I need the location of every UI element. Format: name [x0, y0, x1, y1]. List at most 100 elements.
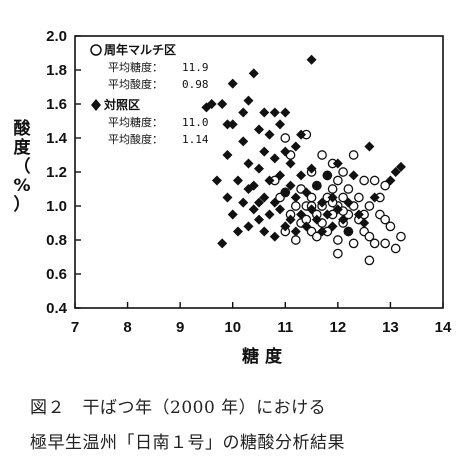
data-point-control — [306, 163, 317, 174]
y-tick-label: 1.8 — [46, 62, 67, 79]
data-point-control — [238, 136, 249, 147]
data-point-mulch — [380, 214, 391, 225]
data-point-control — [264, 129, 275, 140]
data-point-control — [348, 170, 359, 181]
data-point-control — [243, 221, 254, 232]
data-point-control — [211, 175, 222, 186]
y-tick-label: 1.6 — [46, 96, 67, 113]
data-point-control — [332, 158, 343, 169]
data-point-control — [296, 170, 307, 181]
data-point-control — [322, 170, 333, 181]
data-point-mulch — [390, 243, 401, 254]
legend-marker-filled-diamond — [91, 99, 101, 111]
data-point-control — [280, 221, 291, 232]
y-axis: 0.4 0.6 0.8 1.0 1.2 1.4 1.6 1.8 2.0 — [46, 28, 81, 317]
x-tick-label: 7 — [71, 319, 79, 336]
data-point-control — [290, 226, 301, 237]
data-point-mulch — [385, 221, 396, 232]
data-point-mulch — [290, 235, 301, 245]
figure-caption-line-2: 極早生温州「日南１号」の糖酸分析結果 — [30, 433, 345, 453]
scatter-chart: 0.4 0.6 0.8 1.0 1.2 1.4 1.6 1.8 2.0 7 8 9 10 11 12 13 1… — [13, 28, 452, 367]
y-tick-label: 0.6 — [46, 266, 67, 283]
data-point-mulch — [364, 255, 375, 266]
y-tick-label: 1.2 — [46, 164, 67, 181]
data-point-control — [390, 167, 401, 177]
data-point-control — [217, 99, 228, 109]
data-point-mulch — [333, 248, 343, 259]
data-point-control — [311, 180, 322, 191]
data-point-mulch — [396, 231, 406, 242]
data-point-control — [322, 209, 333, 220]
data-point-control — [243, 158, 254, 169]
data-point-control — [248, 68, 259, 79]
data-point-control — [269, 197, 280, 208]
data-point-control — [206, 99, 217, 109]
data-point-control — [290, 141, 301, 152]
data-point-control — [285, 214, 296, 225]
data-point-control — [259, 146, 270, 157]
data-point-mulch — [338, 192, 348, 203]
data-point-mulch — [369, 238, 380, 249]
legend-stat-control-sugar-label: 平均糖度： — [108, 115, 163, 129]
legend-marker-open-circle — [90, 44, 102, 56]
legend-stat-mulch-acid-label: 平均酸度： — [108, 77, 163, 91]
x-tick-label: 14 — [435, 319, 452, 336]
legend-stat-control-sugar-value: 11.0 — [182, 116, 209, 129]
y-axis-title: 酸度（%） — [13, 118, 31, 215]
data-point-control — [353, 209, 364, 220]
data-point-mulch — [380, 180, 391, 191]
data-point-control — [227, 119, 238, 130]
data-point-control — [259, 226, 270, 237]
data-point-control — [338, 214, 349, 225]
data-point-mulch — [327, 184, 338, 194]
data-point-mulch — [369, 175, 380, 186]
x-axis: 7 8 9 10 11 12 13 14 — [71, 302, 452, 336]
legend-entry-control: 対照区 平均糖度： 11.0 平均酸度： 1.14 — [91, 97, 209, 146]
x-tick-label: 13 — [382, 319, 399, 336]
data-point-control — [311, 214, 322, 225]
data-point-control — [254, 214, 264, 225]
data-point-control — [264, 175, 275, 186]
x-tick-label: 8 — [123, 319, 131, 336]
data-point-control — [227, 78, 238, 89]
data-point-mulch — [317, 150, 327, 160]
data-point-control — [254, 197, 264, 208]
data-point-control — [317, 197, 328, 208]
legend: 周年マルチ区 平均糖度： 11.9 平均酸度： 0.98 対照区 平均糖度： 1… — [90, 42, 209, 146]
data-point-control — [369, 192, 380, 203]
x-tick-label: 9 — [176, 319, 184, 336]
data-point-control — [254, 124, 264, 135]
data-point-control — [280, 107, 291, 118]
data-point-control — [296, 129, 307, 140]
data-point-control — [232, 175, 243, 186]
x-tick-label: 11 — [277, 319, 293, 336]
data-point-control — [259, 107, 270, 118]
data-point-control — [385, 175, 396, 186]
y-tick-label: 2.0 — [46, 28, 67, 45]
data-point-control — [275, 119, 286, 130]
data-point-mulch — [343, 184, 354, 194]
y-tick-label: 0.8 — [46, 232, 67, 249]
legend-label-mulch: 周年マルチ区 — [104, 42, 176, 57]
data-point-control — [280, 146, 291, 157]
data-point-mulch — [348, 150, 359, 160]
y-tick-label: 1.4 — [46, 130, 68, 147]
data-point-control — [232, 226, 243, 237]
legend-stat-mulch-sugar-value: 11.9 — [182, 61, 209, 74]
data-point-control — [327, 192, 338, 203]
data-point-mulch — [338, 167, 348, 177]
data-point-mulch — [280, 133, 291, 143]
data-point-mulch — [364, 231, 375, 242]
data-point-mulch — [290, 201, 301, 211]
data-point-control — [364, 141, 375, 152]
data-point-control — [290, 192, 301, 203]
data-point-control — [275, 204, 286, 215]
data-point-control — [248, 204, 259, 215]
data-point-control — [222, 150, 233, 160]
data-point-control — [301, 187, 312, 198]
data-point-control — [285, 180, 296, 191]
data-point-control — [259, 192, 270, 203]
legend-entry-mulch: 周年マルチ区 平均糖度： 11.9 平均酸度： 0.98 — [90, 42, 209, 91]
data-point-control — [317, 226, 328, 237]
data-point-control — [217, 238, 228, 249]
